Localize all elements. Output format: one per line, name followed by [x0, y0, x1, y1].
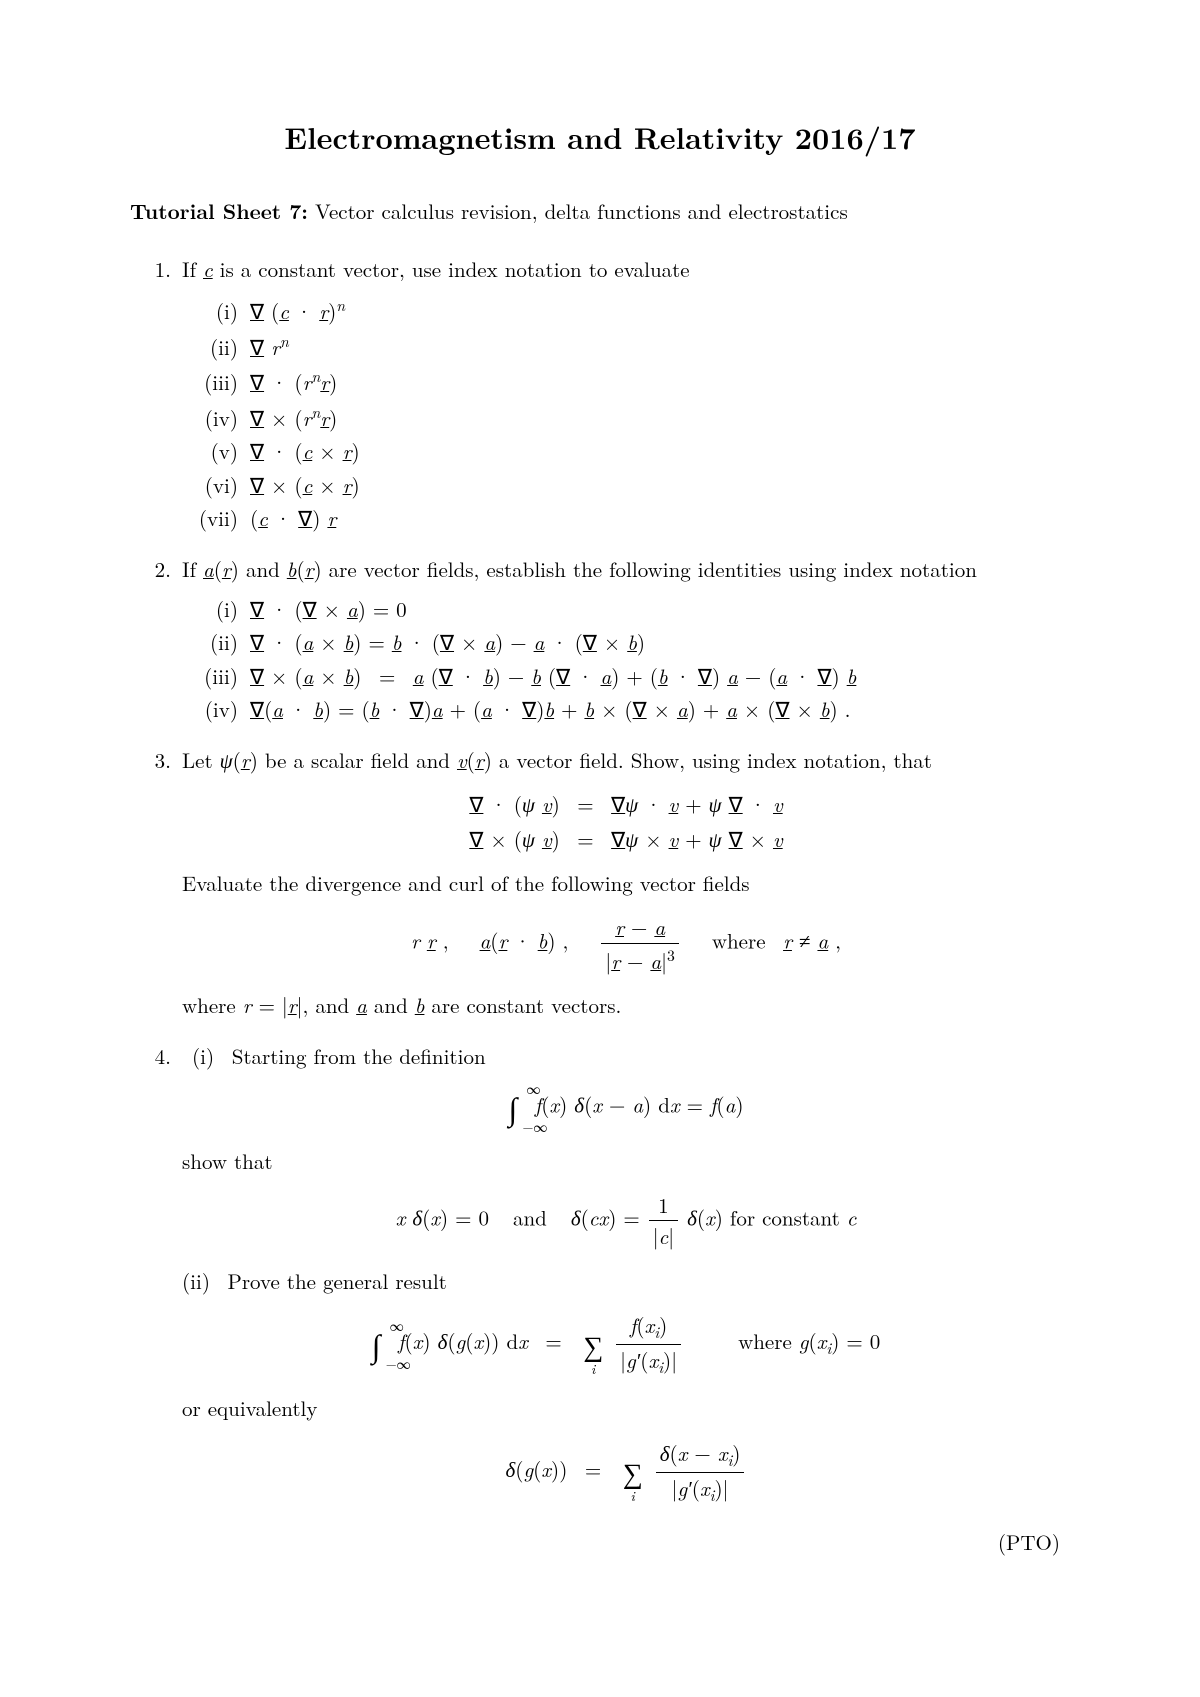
- q3-where-text: where: [182, 990, 243, 1020]
- q1-item-iii: (iii) ∇ · (rnr): [182, 365, 1070, 397]
- q4-i-intro: Starting from the definition: [232, 1041, 486, 1071]
- q3-neq: ≠: [792, 926, 818, 956]
- q3-fields: r r , a(r · b) , r − a|r − a|3 where r ≠…: [182, 912, 1070, 976]
- q3-where-line: where r = |r|, and a and b are constant …: [182, 990, 1070, 1020]
- q1-item-iv: (iv) ∇ × (rnr): [182, 401, 1070, 433]
- q1-vii-expr: (c · ∇) r: [250, 503, 336, 533]
- q4-part-ii: (ii) Prove the general result: [182, 1266, 1070, 1296]
- q3-where-end: are constant vectors.: [424, 990, 621, 1020]
- q4-show-that: show that: [182, 1146, 1070, 1176]
- problem-3: Let ψ(r) be a scalar field and v(r) a ve…: [178, 745, 1070, 1021]
- q1-item-vi: (vi) ∇ × (c × r): [182, 470, 1070, 500]
- q2-item-iii: (iii) ∇ × (a × b) = a (∇ · b) − b (∇ · a…: [182, 661, 1070, 691]
- q1-iv-label: (iv): [182, 403, 250, 433]
- q4-general-result: ∫∞−∞ f(x) δ(g(x)) dx = ∑i f(xi)|g′(xi)| …: [182, 1310, 1070, 1379]
- q1-intro-prefix: If: [182, 254, 203, 284]
- q3-eval-text: Evaluate the divergence and curl of the …: [182, 868, 1070, 898]
- q2-iv-expr: ∇(a · b) = (b · ∇)a + (a · ∇)b + b × (∇ …: [250, 694, 851, 724]
- q4-for-constant: for constant: [723, 1202, 847, 1232]
- tutorial-subtitle: Tutorial Sheet 7: Vector calculus revisi…: [130, 196, 1070, 226]
- psi-of-r: ψ: [220, 745, 233, 775]
- q3-identity-2: ∇ × (ψ v) = ∇ψ × v + ψ ∇ × v: [182, 824, 1070, 854]
- q4-ii-intro: Prove the general result: [228, 1266, 447, 1296]
- q1-i-expr: ∇ (c · r)n: [250, 294, 345, 326]
- q2-iii-label: (iii): [182, 661, 250, 691]
- vector-b-of-r: b: [287, 554, 297, 584]
- q4-equivalent: δ(g(x)) = ∑i δ(x − xi)|g′(xi)|: [182, 1438, 1070, 1507]
- q3-intro-mid1: be a scalar field and: [258, 745, 457, 775]
- vector-c: c: [203, 254, 213, 284]
- q1-i-label: (i): [182, 296, 250, 326]
- q2-ii-label: (ii): [182, 627, 250, 657]
- q2-i-label: (i): [182, 594, 250, 624]
- q2-intro-prefix: If: [182, 554, 203, 584]
- page-title: Electromagnetism and Relativity 2016/17: [130, 115, 1070, 158]
- q2-iii-expr: ∇ × (a × b) = a (∇ · b) − b (∇ · a) + (b…: [250, 661, 856, 691]
- q3-intro-mid2: a vector field. Show, using index notati…: [492, 745, 932, 775]
- q1-item-ii: (ii) ∇ rn: [182, 330, 1070, 362]
- q4-where: where: [738, 1326, 799, 1356]
- problem-1: If c is a constant vector, use index not…: [178, 254, 1070, 534]
- q2-intro-mid: and: [239, 554, 287, 584]
- subtitle-bold: Tutorial Sheet 7:: [130, 196, 308, 226]
- q4-properties: x δ(x) = 0andδ(cx) = 1|c| δ(x) for const…: [182, 1190, 1070, 1252]
- q1-vi-label: (vi): [182, 470, 250, 500]
- q4-definition: ∫∞−∞ f(x) δ(x − a) dx = f(a): [182, 1085, 1070, 1131]
- q4-or-equiv: or equivalently: [182, 1393, 1070, 1423]
- q3-intro-prefix: Let: [182, 745, 220, 775]
- q2-intro-suffix: are vector fields, establish the followi…: [322, 554, 977, 584]
- q2-item-ii: (ii) ∇ · (a × b) = b · (∇ × a) − a · (∇ …: [182, 627, 1070, 657]
- q4-i-label: (i): [192, 1041, 214, 1071]
- pto-marker: (PTO): [130, 1527, 1070, 1557]
- q1-ii-label: (ii): [182, 332, 250, 362]
- page: Electromagnetism and Relativity 2016/17 …: [0, 0, 1200, 1697]
- q3-where-suffix: , and: [302, 990, 356, 1020]
- q1-v-expr: ∇ · (c × r): [250, 436, 360, 466]
- subtitle-rest: Vector calculus revision, delta function…: [308, 196, 848, 226]
- q1-item-i: (i) ∇ (c · r)n: [182, 294, 1070, 326]
- q1-iii-expr: ∇ · (rnr): [250, 365, 337, 397]
- q1-iv-expr: ∇ × (rnr): [250, 401, 337, 433]
- q2-subitems: (i) ∇ · (∇ × a) = 0 (ii) ∇ · (a × b) = b…: [182, 594, 1070, 725]
- q1-subitems: (i) ∇ (c · r)n (ii) ∇ rn (iii) ∇ · (rnr)…: [182, 294, 1070, 533]
- q4-ii-label: (ii): [182, 1266, 210, 1296]
- q3-where-inline: where: [712, 926, 766, 956]
- q3-identity-1: ∇ · (ψ v) = ∇ψ · v + ψ ∇ · v: [182, 789, 1070, 819]
- problem-list: If c is a constant vector, use index not…: [130, 254, 1070, 1507]
- problem-4: (i) Starting from the definition ∫∞−∞ f(…: [178, 1041, 1070, 1507]
- q2-item-iv: (iv) ∇(a · b) = (b · ∇)a + (a · ∇)b + b …: [182, 694, 1070, 724]
- q1-vi-expr: ∇ × (c × r): [250, 470, 360, 500]
- vector-v-of-r: v: [457, 745, 467, 775]
- q1-vii-label: (vii): [182, 503, 250, 533]
- problem-2: If a(r) and b(r) are vector fields, esta…: [178, 554, 1070, 725]
- q2-i-expr: ∇ · (∇ × a) = 0: [250, 594, 407, 624]
- q4-and: and: [513, 1202, 547, 1232]
- q2-ii-expr: ∇ · (a × b) = b · (∇ × a) − a · (∇ × b): [250, 627, 645, 657]
- q2-iv-label: (iv): [182, 694, 250, 724]
- q1-intro-mid: is a constant vector, use index notation…: [213, 254, 690, 284]
- vector-a-of-r: a: [203, 554, 214, 584]
- q1-ii-expr: ∇ rn: [250, 330, 289, 362]
- q1-v-label: (v): [182, 436, 250, 466]
- q1-item-v: (v) ∇ · (c × r): [182, 436, 1070, 466]
- q3-identities: ∇ · (ψ v) = ∇ψ · v + ψ ∇ · v ∇ × (ψ v) =…: [182, 789, 1070, 854]
- q1-iii-label: (iii): [182, 367, 250, 397]
- q1-item-vii: (vii) (c · ∇) r: [182, 503, 1070, 533]
- q2-item-i: (i) ∇ · (∇ × a) = 0: [182, 594, 1070, 624]
